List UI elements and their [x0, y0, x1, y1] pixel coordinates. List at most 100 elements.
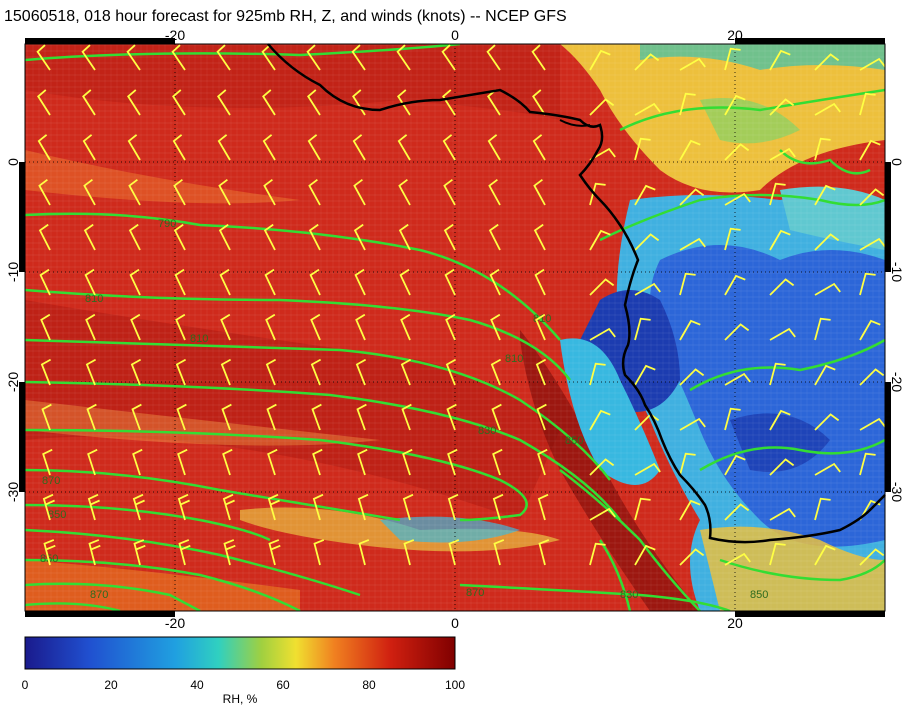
wind-barb [445, 313, 456, 341]
wind-barb [859, 272, 876, 296]
wind-barb [357, 493, 369, 521]
wind-barb [589, 362, 606, 386]
wind-barb [175, 313, 186, 341]
wind-barb [447, 448, 458, 476]
wind-barb [43, 539, 56, 566]
wind-barb [40, 358, 52, 386]
contour-label: 790 [158, 218, 176, 230]
wind-barb [634, 184, 656, 206]
y-tick-label: 0 [889, 158, 905, 166]
wind-barb [265, 313, 276, 341]
wind-barb [634, 233, 660, 251]
wind-barb [264, 268, 276, 296]
contour-label: 870 [466, 587, 484, 599]
x-tick-label: 20 [727, 615, 743, 631]
wind-barb [267, 448, 278, 476]
wind-barb [177, 493, 190, 521]
wind-barb [859, 139, 881, 161]
wind-barb [42, 448, 53, 476]
wind-barb [446, 403, 457, 431]
wind-barb [769, 458, 795, 476]
wind-barb [307, 134, 321, 161]
wind-barb [769, 182, 786, 206]
wind-barb [769, 507, 796, 521]
wind-barb [859, 237, 885, 251]
wind-barb [814, 462, 841, 476]
map-title: 15060518, 018 hour forecast for 925mb RH… [4, 8, 567, 25]
wind-barb [442, 89, 456, 116]
contour-label: 850 [48, 509, 66, 521]
wind-barb [220, 358, 232, 386]
wind-barb [769, 362, 786, 386]
wind-barb [130, 358, 142, 386]
wind-barb [312, 493, 324, 521]
wind-barb [36, 44, 51, 71]
wind-barb [84, 268, 96, 296]
contour-label: 870 [42, 475, 60, 487]
wind-barb [217, 89, 231, 116]
wind-barb [38, 223, 51, 251]
x-axis-top: -20 0 20 [165, 27, 743, 43]
wind-barb [221, 403, 232, 431]
wind-barb [589, 409, 611, 431]
colorbar-gradient [24, 636, 456, 670]
wind-barb [355, 313, 366, 341]
wind-barb [353, 223, 366, 251]
wind-barb [679, 417, 706, 431]
contour-label: 850 [750, 589, 768, 601]
wind-barb [589, 458, 615, 476]
wind-barb [312, 448, 323, 476]
wind-barb [634, 317, 651, 341]
wind-barb [311, 403, 322, 431]
wind-barb [81, 44, 96, 71]
colorbar-tick: 0 [22, 678, 29, 692]
wind-barb [769, 542, 786, 566]
colorbar-tick: 80 [362, 678, 376, 692]
wind-barb [83, 178, 96, 206]
colorbar-tick: 20 [104, 678, 118, 692]
wind-barb [263, 178, 276, 206]
colorbar-tick: 40 [190, 678, 204, 692]
wind-barb [589, 542, 606, 566]
wind-barb [814, 544, 836, 566]
wind-barb [532, 134, 546, 161]
wind-barb [487, 134, 501, 161]
wind-barb [486, 44, 501, 71]
wind-barb [402, 448, 413, 476]
wind-barb [218, 223, 231, 251]
wind-barb [355, 358, 367, 386]
wind-barb [308, 178, 321, 206]
contour-label: 830 [478, 425, 496, 437]
contour-label: 870 [90, 589, 108, 601]
contour-label: 830 [620, 589, 638, 601]
wind-barb [490, 313, 501, 341]
wind-barb [38, 178, 51, 206]
wind-barb [126, 44, 141, 71]
wind-barb [859, 57, 885, 71]
wind-barb [133, 539, 146, 566]
height-contours [25, 44, 885, 611]
wind-barb [724, 227, 741, 251]
wind-barb [859, 188, 885, 206]
wind-barb [177, 448, 188, 476]
wind-barb [400, 358, 412, 386]
wind-barb [87, 493, 100, 521]
x-tick-label: 20 [727, 27, 743, 43]
wind-barb [354, 268, 366, 296]
wind-barb [532, 89, 546, 116]
wind-barb [442, 134, 456, 161]
wind-barb [403, 539, 415, 566]
wind-barb [634, 364, 656, 386]
wind-barb [724, 552, 751, 566]
wind-barb [310, 358, 322, 386]
wind-barb [357, 448, 368, 476]
wind-barb [536, 403, 547, 431]
wind-barb [491, 403, 502, 431]
wind-barb [534, 268, 546, 296]
wind-barb [262, 89, 276, 116]
wind-barb [262, 134, 276, 161]
wind-barb [266, 403, 277, 431]
wind-barb [724, 407, 741, 431]
wind-barb [724, 47, 741, 71]
